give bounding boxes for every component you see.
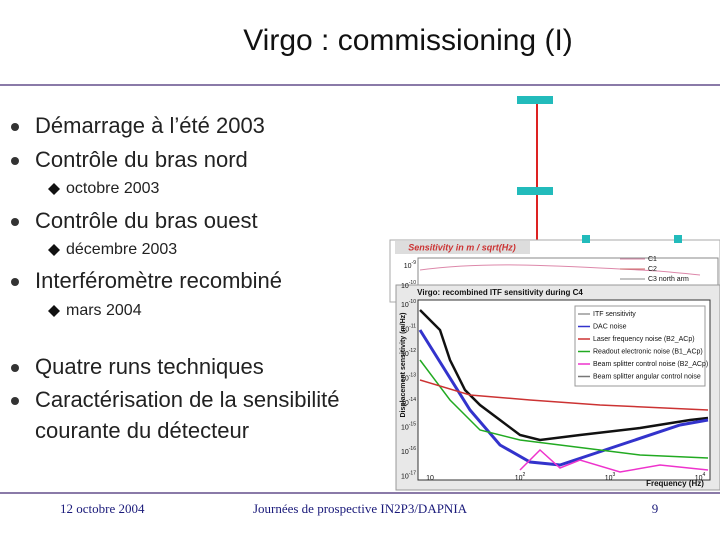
- tick-exp: -17: [409, 471, 416, 477]
- legend-label: C2: [648, 266, 657, 273]
- curve: [419, 379, 709, 411]
- bullet-text: Caractérisation de la sensibilité: [35, 387, 340, 412]
- tick-base: 10: [401, 375, 409, 382]
- tick-exp: -10: [409, 280, 416, 286]
- tick-exp: -9: [412, 260, 417, 266]
- curve: [419, 264, 701, 276]
- sub-bullet-text: décembre 2003: [66, 241, 177, 258]
- y-axis-label: Displacement sensitivity (m/Hz): [400, 312, 407, 417]
- tick-label: 10-12: [401, 348, 416, 358]
- legend-box: [574, 305, 706, 387]
- bullet-dot: [11, 397, 19, 405]
- sub-bullet-diamond: [48, 183, 60, 195]
- tick-exp: -16: [409, 446, 416, 452]
- tick-label: 10-14: [401, 397, 416, 407]
- mirror: [674, 235, 682, 243]
- sub-bullet-diamond: [48, 305, 60, 317]
- tick-base: 10: [401, 449, 409, 456]
- tick-label: 10-9: [404, 260, 416, 270]
- bullet-text: courante du détecteur: [35, 418, 249, 443]
- tick-base: 10: [426, 475, 434, 482]
- tick-label: 10-10: [401, 280, 416, 290]
- tick-exp: -10: [409, 299, 416, 305]
- tick-label: 10-13: [401, 373, 416, 383]
- bullet-dot: [11, 218, 19, 226]
- tick-exp: -13: [409, 373, 416, 379]
- tick-base: 10: [401, 351, 409, 358]
- tick-label: 10-10: [401, 299, 416, 309]
- bullet-text: Contrôle du bras ouest: [35, 208, 258, 233]
- tick-base: 10: [605, 475, 613, 482]
- tick-exp: 2: [523, 472, 526, 478]
- tick-base: 10: [401, 473, 409, 480]
- sub-bullet-text: octobre 2003: [66, 180, 160, 197]
- title-box: [395, 241, 530, 254]
- legend-label: Readout electronic noise (B1_ACp): [593, 348, 703, 355]
- page-number: 9: [652, 501, 659, 516]
- tick-exp: -12: [409, 348, 416, 354]
- mirror: [517, 96, 553, 104]
- tick-base: 10: [401, 400, 409, 407]
- sub-bullet-diamond: [48, 244, 60, 256]
- tick-base: 10: [401, 302, 409, 309]
- bullet-text: Quatre runs techniques: [35, 354, 264, 379]
- mirror: [582, 235, 590, 243]
- legend-label: Laser frequency noise (B2_ACp): [593, 336, 695, 343]
- tick-label: 104: [695, 472, 706, 482]
- footer-date: 12 octobre 2004: [60, 501, 145, 516]
- bullet-dot: [11, 364, 19, 372]
- legend-label: ITF sensitivity: [593, 311, 636, 318]
- legend-label: C1: [648, 256, 657, 263]
- tick-label: 10-17: [401, 471, 416, 481]
- plot-title: Sensitivity in m / sqrt(Hz): [408, 242, 516, 252]
- tick-exp: -11: [409, 324, 416, 330]
- legend-label: Beam splitter control noise (B2_ACp): [593, 361, 708, 368]
- tick-exp: -15: [409, 422, 416, 428]
- tick-base: 10: [404, 263, 412, 270]
- tick-base: 10: [401, 326, 409, 333]
- curve: [418, 329, 709, 467]
- bullet-dot: [11, 278, 19, 286]
- curve: [519, 448, 709, 473]
- legend-label: DAC noise: [593, 323, 627, 330]
- tick-exp: -14: [409, 397, 416, 403]
- tick-label: 10-11: [401, 324, 416, 334]
- title: Virgo : commissioning (I): [243, 24, 573, 57]
- legend-label: C3 north arm: [648, 276, 689, 283]
- plot-main: [395, 284, 720, 491]
- footer-event: Journées de prospective IN2P3/DAPNIA: [253, 501, 468, 516]
- tick-exp: 3: [613, 472, 616, 478]
- legend-label: Beam splitter angular control noise: [593, 373, 701, 380]
- curve: [419, 309, 709, 442]
- sub-bullet-text: mars 2004: [66, 302, 142, 319]
- bullet-dot: [11, 123, 19, 131]
- tick-label: 10-15: [401, 422, 416, 432]
- bullet-text: Contrôle du bras nord: [35, 147, 248, 172]
- bullet-text: Interféromètre recombiné: [35, 268, 282, 293]
- tick-label: 102: [515, 472, 526, 482]
- curve: [419, 359, 709, 459]
- mirror: [517, 187, 553, 195]
- tick-exp: 4: [703, 472, 706, 478]
- tick-base: 10: [515, 475, 523, 482]
- tick-base: 10: [695, 475, 703, 482]
- tick-label: 10-16: [401, 446, 416, 456]
- plot-title: Virgo: recombined ITF sensitivity during…: [417, 288, 583, 297]
- tick-base: 10: [401, 424, 409, 431]
- tick-label: 103: [605, 472, 616, 482]
- bullet-dot: [11, 157, 19, 165]
- x-axis-label: Frequency (Hz): [646, 479, 704, 488]
- tick-base: 10: [401, 283, 409, 290]
- tick-label: 10: [426, 475, 434, 482]
- bullet-text: Démarrage à l’été 2003: [35, 113, 265, 138]
